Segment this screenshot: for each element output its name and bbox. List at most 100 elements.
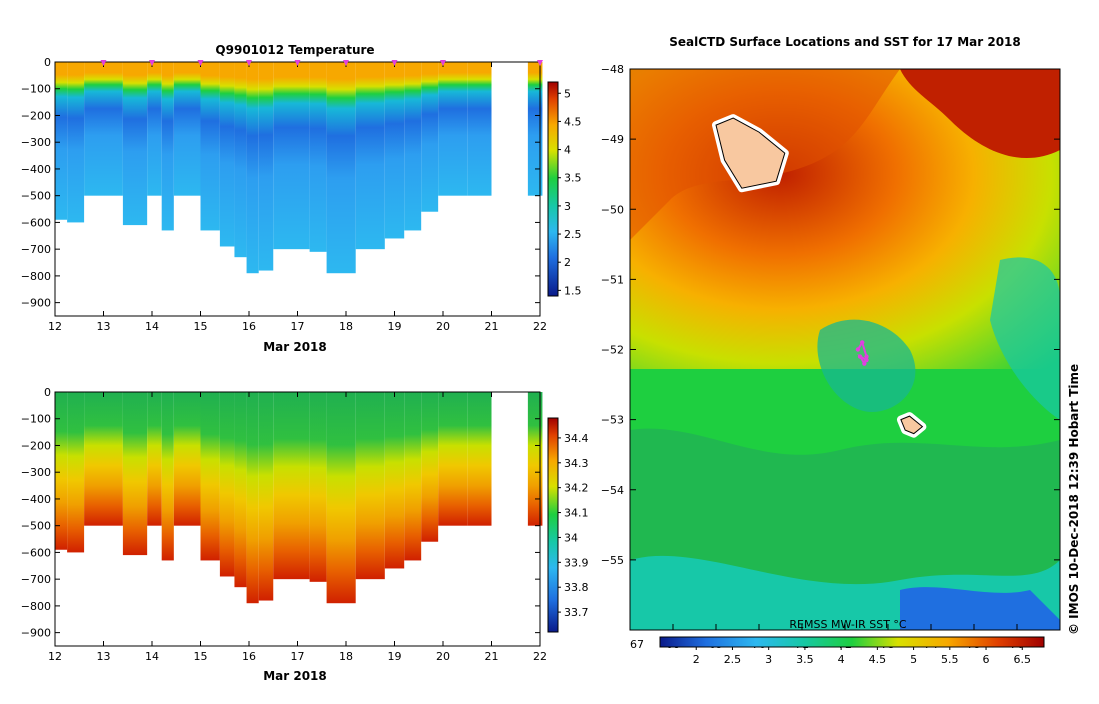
profile-column-23 [527, 392, 543, 526]
y-tick-label: −500 [21, 190, 51, 203]
profile-column-7 [173, 392, 201, 526]
y-tick-label: −700 [21, 573, 51, 586]
map-x-tick-label: 67 [630, 638, 644, 651]
profile-column-10 [234, 392, 247, 588]
x-tick-label: 13 [97, 650, 111, 663]
seal-track-point-4 [857, 354, 863, 359]
y-tick-label: −500 [21, 520, 51, 533]
profile-column-13 [273, 62, 298, 250]
y-tick-label: −300 [21, 466, 51, 479]
profile-column-7 [173, 62, 201, 196]
y-tick-label: −300 [21, 136, 51, 149]
salinity-axes: 12 13 14 15 16 17 18 19 20 21 22 0 −100 −200 −300 −400 −… [21, 386, 547, 663]
y-tick-label: 0 [44, 386, 51, 399]
y-tick-label: −100 [21, 83, 51, 96]
x-tick-label: 12 [48, 320, 62, 333]
salinity-panel: 12 13 14 15 16 17 18 19 20 21 22 0 −100 −200 −300 −400 −… [21, 386, 589, 683]
seal-track-point-0 [855, 347, 861, 352]
y-tick-label: −100 [21, 413, 51, 426]
profile-marker-3 [246, 60, 252, 66]
colorbar-tick-label: 2 [564, 256, 571, 269]
sst-map-panel: SealCTD Surface Locations and SST for 17… [601, 35, 1081, 666]
credit-text: © IMOS 10-Dec-2018 12:39 Hobart Time [1067, 364, 1081, 635]
profile-column-1 [67, 392, 85, 553]
profile-column-5 [147, 62, 162, 196]
profile-column-21 [438, 392, 468, 526]
profile-marker-2 [197, 60, 204, 66]
profile-column-16 [326, 392, 356, 604]
islands [712, 114, 927, 438]
colorbar-tick-label: 34.1 [564, 507, 589, 520]
profile-column-9 [219, 62, 235, 247]
island-0 [715, 117, 786, 189]
salinity-colorbar-ticks: 33.7 33.8 33.9 34 34.1 34.2 34.3 34.4 [558, 432, 589, 619]
map-y-tick-label: −54 [601, 484, 624, 497]
x-tick-label: 22 [533, 320, 547, 333]
profile-column-23 [527, 62, 543, 196]
sst-colorbar-tick-label: 3 [765, 653, 772, 666]
salinity-profiles [55, 392, 543, 604]
x-tick-label: 16 [242, 320, 256, 333]
sst-colorbar-tick-label: 6 [983, 653, 990, 666]
profile-column-9 [219, 392, 235, 577]
sst-colorbar [659, 636, 1045, 648]
profile-column-0 [55, 392, 68, 550]
sst-central-cool [817, 319, 916, 412]
profile-column-21 [438, 62, 468, 196]
profile-column-3 [103, 392, 123, 526]
profile-column-0 [55, 62, 68, 220]
y-tick-label: −400 [21, 493, 51, 506]
colorbar-tick-label: 34.3 [564, 457, 589, 470]
x-tick-label: 17 [291, 650, 305, 663]
profile-column-8 [200, 392, 220, 561]
y-tick-label: −800 [21, 600, 51, 613]
profile-column-5 [147, 392, 162, 526]
colorbar-tick-label: 1.5 [564, 284, 582, 297]
profile-column-6 [161, 392, 174, 561]
profile-column-16 [326, 62, 356, 274]
profile-marker-5 [343, 60, 349, 66]
colorbar-tick-label: 4 [564, 144, 571, 157]
map-y-tick-label: −55 [601, 554, 624, 567]
x-tick-label: 20 [436, 650, 450, 663]
x-tick-label: 18 [339, 650, 353, 663]
colorbar-tick-label: 3 [564, 200, 571, 213]
sst-colorbar-tick-label: 2 [693, 653, 700, 666]
x-tick-label: 19 [388, 320, 402, 333]
profile-column-11 [246, 392, 259, 604]
y-tick-label: −900 [21, 297, 51, 310]
x-tick-label: 16 [242, 650, 256, 663]
x-tick-label: 17 [291, 320, 305, 333]
y-tick-label: −200 [21, 109, 51, 122]
profile-column-12 [258, 392, 274, 601]
sst-colorbar-tick-label: 4.5 [869, 653, 887, 666]
colorbar-tick-label: 3.5 [564, 172, 582, 185]
profile-column-6 [161, 62, 174, 231]
profile-column-2 [84, 62, 104, 196]
y-tick-label: −200 [21, 439, 51, 452]
profile-column-20 [421, 62, 439, 212]
temperature-axes: 12 13 14 15 16 17 18 19 20 21 22 0 −100 −200 −300 −400 −… [21, 56, 547, 333]
sst-colorbar-tick-label: 3.5 [796, 653, 814, 666]
map-y-tick-label: −53 [601, 414, 624, 427]
sst-colorbar-tick-label: 6.5 [1014, 653, 1032, 666]
temperature-profiles [55, 62, 543, 274]
profile-column-12 [258, 62, 274, 271]
profile-column-4 [122, 392, 148, 556]
sst-colorbar-tick-label: 5 [910, 653, 917, 666]
profile-column-3 [103, 62, 123, 196]
profile-column-14 [297, 62, 310, 250]
colorbar-tick-label: 33.9 [564, 556, 589, 569]
colorbar-tick-label: 33.8 [564, 581, 589, 594]
colorbar-tick-label: 4.5 [564, 115, 582, 128]
sst-northeast-warm [900, 69, 1060, 159]
x-tick-label: 22 [533, 650, 547, 663]
profile-column-19 [404, 62, 422, 231]
profile-marker-7 [440, 60, 446, 66]
x-tick-label: 15 [194, 320, 208, 333]
profile-column-4 [122, 62, 148, 226]
map-y-tick-label: −51 [601, 273, 624, 286]
x-tick-label: 13 [97, 320, 111, 333]
profile-marker-8 [537, 60, 543, 66]
